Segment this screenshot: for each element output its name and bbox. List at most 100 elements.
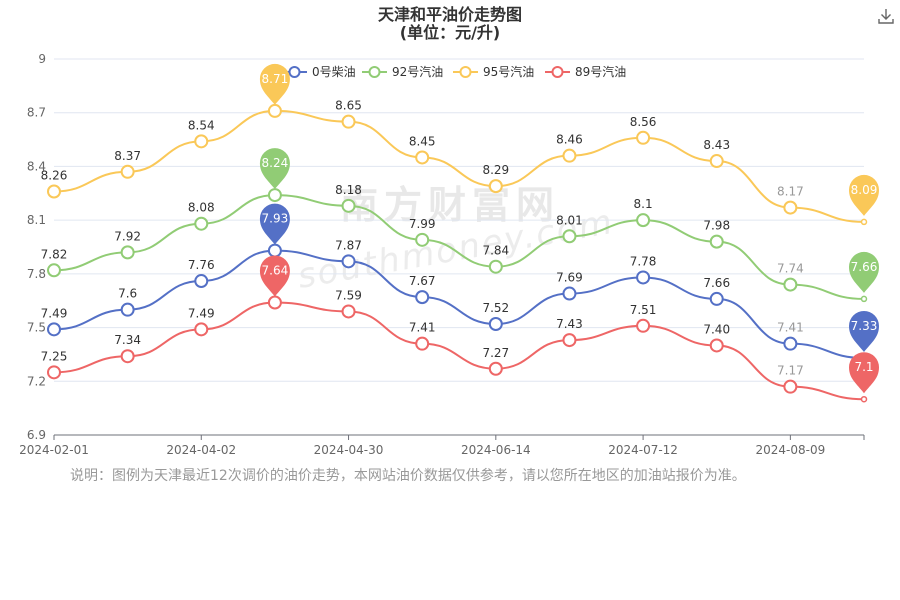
- data-point: [120, 349, 135, 364]
- data-label: 8.01: [556, 213, 583, 227]
- y-tick-label: 6.9: [27, 428, 46, 442]
- data-label: 7.84: [482, 244, 509, 258]
- data-label: 7.69: [556, 271, 583, 285]
- data-point: [120, 302, 135, 317]
- download-icon[interactable]: [876, 6, 896, 26]
- series-layer: [47, 103, 868, 403]
- pin-shape: [849, 311, 879, 353]
- data-point: [562, 333, 577, 348]
- legend-item: 0号柴油: [282, 65, 356, 79]
- pin-value: 7.1: [854, 360, 873, 374]
- data-point: [415, 232, 430, 247]
- data-label: 7.34: [114, 333, 141, 347]
- data-label: 8.45: [409, 134, 436, 148]
- data-point: [709, 338, 724, 353]
- data-label: 8.18: [335, 183, 362, 197]
- y-tick-label: 8.4: [27, 159, 46, 173]
- data-label: 7.41: [777, 321, 804, 335]
- pin-value: 7.64: [262, 264, 289, 278]
- data-point: [341, 254, 356, 269]
- y-tick-label: 8.7: [27, 106, 46, 120]
- data-point: [47, 322, 61, 337]
- chart-title: 天津和平油价走势图: [378, 5, 522, 24]
- data-label: 8.43: [703, 138, 730, 152]
- chart-note: 说明：图例为天津最近12次调价的油价走势，本网站油价数据仅供参考，请以您所在地区…: [70, 468, 746, 484]
- data-point: [267, 295, 282, 310]
- pin-shape: [259, 203, 290, 245]
- data-label: 7.17: [777, 364, 804, 378]
- y-tick-label: 9: [38, 52, 46, 66]
- data-point: [47, 184, 61, 199]
- data-point: [488, 259, 503, 274]
- data-point: [267, 188, 282, 203]
- data-point: [488, 361, 503, 376]
- max-pin: 8.24: [259, 148, 290, 190]
- max-pin: 8.71: [259, 63, 290, 105]
- data-label: 8.46: [556, 133, 583, 147]
- data-label: 8.08: [188, 201, 215, 215]
- data-point: [341, 114, 356, 129]
- data-label: 8.65: [335, 99, 362, 113]
- legend: 0号柴油 92号汽油 95号汽油 89号汽油: [282, 64, 626, 79]
- series-line: [53, 194, 865, 300]
- pin-value: 8.09: [851, 183, 878, 197]
- legend-item: 95号汽油: [453, 64, 534, 79]
- pin-shape: [849, 352, 879, 394]
- data-point: [194, 274, 209, 289]
- series-2: [47, 103, 868, 226]
- pin-value: 7.66: [851, 260, 878, 274]
- series-line: [53, 249, 865, 360]
- pin-shape: [849, 174, 879, 216]
- data-point: [120, 164, 135, 179]
- legend-label: 89号汽油: [575, 64, 626, 79]
- data-point: [194, 134, 209, 149]
- data-label: 7.92: [114, 229, 141, 243]
- legend-symbol: [459, 66, 472, 78]
- min-pin: 7.66: [849, 251, 879, 293]
- data-point: [47, 365, 61, 380]
- data-labels: 7.49 7.6 7.76 7.87 7.67 7.52 7.69 7.78 7.66 7.41 7…: [41, 99, 804, 378]
- legend-item: 92号汽油: [362, 64, 443, 79]
- data-label: 7.87: [335, 238, 362, 252]
- legend-label: 95号汽油: [483, 64, 534, 79]
- min-pin: 8.09: [849, 174, 879, 216]
- pin-value: 8.71: [262, 72, 289, 86]
- data-point: [636, 318, 651, 333]
- data-label: 7.49: [188, 306, 215, 320]
- data-label: 8.37: [114, 149, 141, 163]
- x-tick-label: 2024-07-12: [608, 443, 678, 457]
- data-point: [860, 295, 868, 303]
- data-point: [194, 322, 209, 337]
- legend-symbol: [288, 66, 301, 78]
- data-label: 7.51: [630, 303, 657, 317]
- data-point: [415, 290, 430, 305]
- pin-shape: [259, 255, 290, 297]
- data-label: 8.29: [482, 163, 509, 177]
- data-point: [636, 270, 651, 285]
- data-label: 7.74: [777, 262, 804, 276]
- data-label: 8.1: [634, 197, 653, 211]
- max-pin: 7.64: [259, 255, 290, 297]
- x-axis: 2024-02-01 2024-04-02 2024-04-30 2024-06-14…: [19, 434, 865, 457]
- data-point: [194, 216, 209, 231]
- y-tick-label: 8.1: [27, 213, 46, 227]
- pin-shape: [849, 251, 879, 293]
- data-point: [783, 379, 798, 394]
- x-tick-label: 2024-06-14: [461, 443, 531, 457]
- data-point: [562, 148, 577, 163]
- data-point: [488, 179, 503, 194]
- data-point: [562, 286, 577, 301]
- data-point: [636, 213, 651, 228]
- data-point: [415, 336, 430, 351]
- pin-shape: [259, 63, 290, 105]
- data-label: 7.49: [41, 306, 68, 320]
- data-point: [636, 130, 651, 145]
- data-label: 8.26: [41, 168, 68, 182]
- data-point: [783, 200, 798, 215]
- legend-label: 0号柴油: [312, 65, 356, 79]
- data-label: 7.40: [703, 322, 730, 336]
- data-label: 7.27: [482, 346, 509, 360]
- data-label: 7.43: [556, 317, 583, 331]
- pin-value: 7.33: [851, 319, 878, 333]
